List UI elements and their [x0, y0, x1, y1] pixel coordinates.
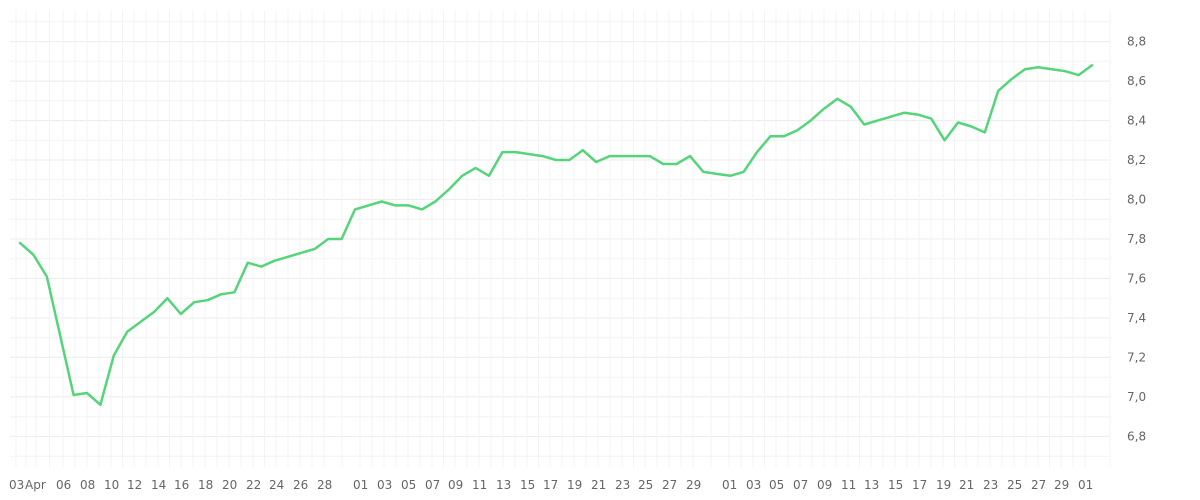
x-tick-label: 29	[686, 478, 701, 492]
x-tick-label: 06	[56, 478, 71, 492]
x-tick-label: 16	[174, 478, 189, 492]
y-tick-label: 7,0	[1127, 390, 1146, 404]
x-tick-label: 24	[269, 478, 284, 492]
x-tick-label: 25	[1007, 478, 1022, 492]
y-tick-label: 6,8	[1127, 429, 1146, 443]
x-tick-label: 13	[496, 478, 511, 492]
x-tick-label: 17	[912, 478, 927, 492]
x-tick-label: 15	[520, 478, 535, 492]
x-tick-label: 21	[959, 478, 974, 492]
y-tick-label: 8,2	[1127, 153, 1146, 167]
y-tick-label: 8,0	[1127, 193, 1146, 207]
x-tick-label: 11	[841, 478, 856, 492]
x-tick-label: 14	[151, 478, 166, 492]
x-tick-label: 29	[1054, 478, 1069, 492]
y-tick-label: 7,4	[1127, 311, 1146, 325]
x-tick-label: 05	[401, 478, 416, 492]
x-tick-label: 27	[1031, 478, 1046, 492]
x-tick-label: 01	[722, 478, 737, 492]
x-tick-label: 21	[591, 478, 606, 492]
y-tick-label: 8,6	[1127, 74, 1146, 88]
x-axis: 03 Apr 06 08 10 12 14 16 18 20 22 24 26 28 01 03 05 07 09 1…	[9, 478, 1093, 492]
x-tick-label: 18	[198, 478, 213, 492]
y-tick-label: 7,2	[1127, 350, 1146, 364]
x-tick-label: 20	[222, 478, 237, 492]
y-tick-label: 8,8	[1127, 35, 1146, 49]
grid-layer	[10, 10, 1111, 467]
series-line	[18, 64, 1094, 407]
x-tick-label: 05	[769, 478, 784, 492]
x-tick-label: 08	[80, 478, 95, 492]
y-axis: 6,8 7,0 7,2 7,4 7,6 7,8 8,0 8,2 8,4 8,6 8,8	[1127, 35, 1146, 444]
x-tick-label: 26	[293, 478, 308, 492]
x-tick-label: 12	[127, 478, 142, 492]
x-tick-label: 03	[377, 478, 392, 492]
x-tick-label: 07	[425, 478, 440, 492]
y-tick-label: 8,4	[1127, 114, 1146, 128]
x-tick-label: 03	[746, 478, 761, 492]
x-tick-label: 09	[448, 478, 463, 492]
x-tick-label: 07	[793, 478, 808, 492]
x-tick-label: 09	[817, 478, 832, 492]
x-tick-label: 27	[662, 478, 677, 492]
x-tick-label: 25	[638, 478, 653, 492]
series-layer	[18, 64, 1094, 407]
y-tick-label: 7,8	[1127, 232, 1146, 246]
x-tick-label: Apr	[25, 478, 46, 492]
x-tick-label: 10	[104, 478, 119, 492]
x-tick-label: 19	[567, 478, 582, 492]
x-tick-label: 11	[472, 478, 487, 492]
x-tick-label: 01	[1078, 478, 1093, 492]
x-tick-label: 17	[543, 478, 558, 492]
x-tick-label: 22	[246, 478, 261, 492]
x-tick-label: 23	[615, 478, 630, 492]
x-tick-label: 19	[936, 478, 951, 492]
x-tick-label: 01	[353, 478, 368, 492]
y-tick-label: 7,6	[1127, 272, 1146, 286]
x-tick-label: 28	[317, 478, 332, 492]
x-tick-label: 13	[864, 478, 879, 492]
x-tick-label: 03	[9, 478, 24, 492]
x-tick-label: 23	[983, 478, 998, 492]
x-tick-label: 15	[888, 478, 903, 492]
